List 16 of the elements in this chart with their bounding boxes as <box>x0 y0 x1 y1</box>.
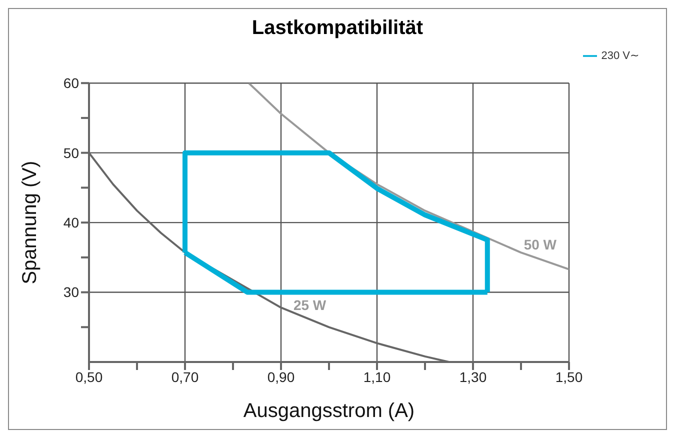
x-tick-label: 0,50 <box>75 368 103 385</box>
y-tick-label: 50 <box>63 144 80 161</box>
x-axis-title: Ausgangsstrom (A) <box>243 400 415 422</box>
x-tick-label: 1,30 <box>459 368 487 385</box>
y-tick-label: 30 <box>63 284 80 300</box>
y-axis-title: Spannung (V) <box>19 160 42 284</box>
x-tick-label: 0,90 <box>267 368 295 385</box>
annotation: 50 W <box>524 236 558 252</box>
x-tick-label: 0,70 <box>171 368 199 385</box>
annotation: 25 W <box>293 297 327 314</box>
chart-title: Lastkompatibilität <box>250 17 424 40</box>
x-tick-label: 1,10 <box>363 368 391 385</box>
x-tick-label: 1,50 <box>555 368 583 385</box>
y-tick-label: 40 <box>63 214 80 231</box>
y-tick-label: 60 <box>63 75 80 92</box>
legend-label: 230 V∼ <box>601 50 639 62</box>
